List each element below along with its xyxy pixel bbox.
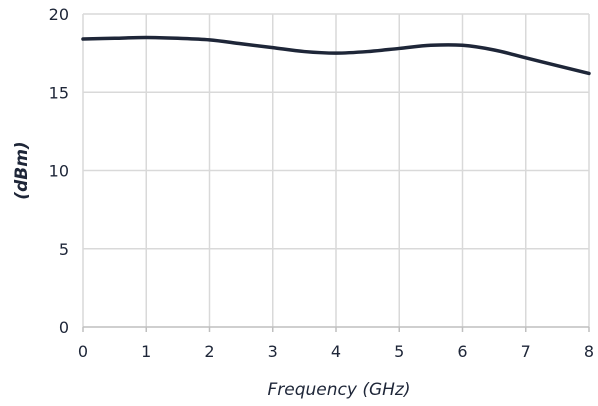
x-axis-title: Frequency (GHz) (268, 380, 411, 400)
y-axis-title: (dBm) (12, 141, 32, 199)
x-tick-label: 2 (204, 342, 214, 361)
x-tick-label: 0 (78, 342, 88, 361)
x-tick-label: 7 (521, 342, 531, 361)
y-tick-label: 5 (59, 240, 69, 259)
grid (82, 13, 590, 327)
series-line-0 (81, 35, 591, 76)
y-tick-label: 0 (59, 318, 69, 337)
tick-labels: 0 1 2 3 4 5 6 7 8 0 5 10 15 20 (49, 5, 594, 361)
x-tick-label: 5 (394, 342, 404, 361)
x-tick-label: 3 (268, 342, 278, 361)
y-tick-label: 15 (49, 83, 69, 102)
x-tick-label: 6 (457, 342, 467, 361)
series (81, 35, 591, 76)
x-tick-label: 8 (584, 342, 594, 361)
y-tick-label: 20 (49, 5, 69, 24)
axes (82, 326, 590, 332)
y-tick-label: 10 (49, 162, 69, 181)
x-tick-label: 4 (331, 342, 341, 361)
x-tick-label: 1 (141, 342, 151, 361)
